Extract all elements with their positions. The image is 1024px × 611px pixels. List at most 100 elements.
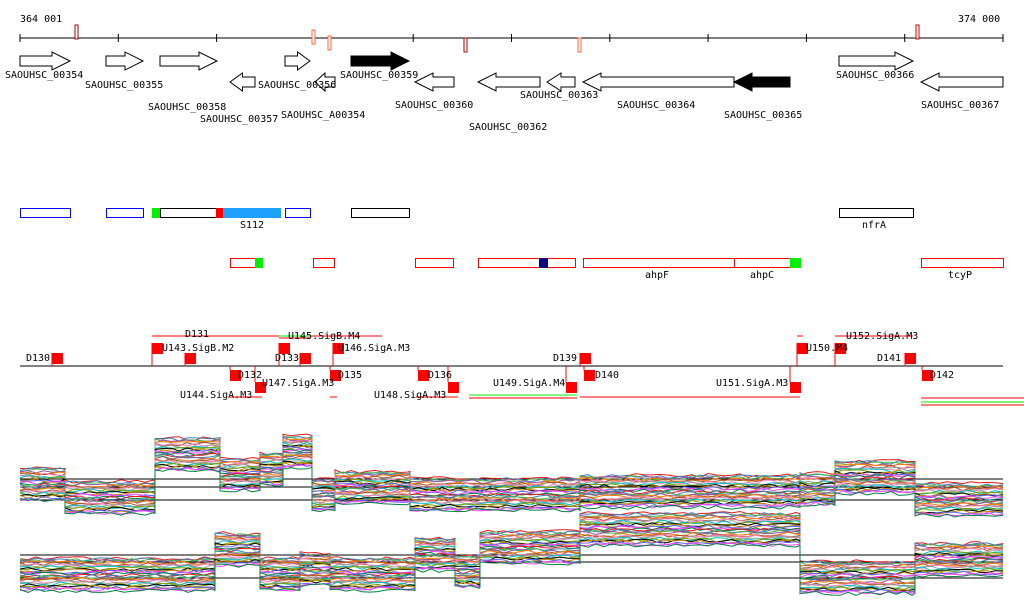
expression-profile — [19, 525, 1004, 579]
site-label: U145.SigB.M4 — [288, 331, 361, 342]
site-label: U151.SigA.M3 — [716, 378, 789, 389]
gene-arrow[interactable] — [476, 72, 541, 92]
feature-box[interactable] — [313, 258, 335, 268]
feature-box[interactable] — [351, 208, 410, 218]
gene-arrow[interactable] — [919, 72, 1004, 92]
feature-box[interactable] — [790, 258, 801, 268]
site-label: U143.SigB.M2 — [162, 343, 235, 354]
gene-label: SAOUHSC_00355 — [85, 80, 164, 91]
expression-profile — [19, 436, 1004, 490]
promoter-flag — [330, 370, 341, 381]
site-label: D142 — [930, 370, 955, 381]
gene-label: SAOUHSC_00365 — [724, 110, 803, 121]
expression-profile — [19, 516, 1004, 570]
site-label: U146.SigA.M3 — [338, 343, 411, 354]
expression-profile — [19, 521, 1004, 574]
expression-profile — [19, 517, 1004, 571]
expression-profile — [19, 531, 1004, 585]
feature-box[interactable] — [285, 208, 311, 218]
snp-marker — [915, 24, 920, 40]
expression-profile — [19, 510, 1004, 564]
gene-label: SAOUHSC_00366 — [836, 70, 915, 81]
gene-arrow[interactable] — [413, 72, 455, 92]
promoter-flag — [418, 370, 429, 381]
feature-label: tcyP — [948, 270, 973, 281]
feature-box[interactable] — [415, 258, 454, 268]
site-label: D131 — [185, 329, 210, 340]
site-label: U152.SigA.M3 — [846, 331, 919, 342]
gene-label: SAOUHSC_A00354 — [281, 110, 366, 121]
site-label: U149.SigA.M4 — [493, 378, 566, 389]
gene-arrow[interactable] — [838, 51, 915, 71]
promoter-flag — [185, 353, 196, 364]
gene-label: SAOUHSC_00367 — [921, 100, 1000, 111]
feature-box[interactable] — [921, 258, 1004, 268]
gene-label: SAOUHSC_00357 — [200, 114, 279, 125]
expression-profile — [19, 448, 1004, 502]
site-label: U150.M4 — [806, 343, 849, 354]
gene-label: SAOUHSC_00358 — [148, 102, 227, 113]
site-label: D139 — [553, 353, 578, 364]
expression-profile — [19, 514, 1004, 567]
gene-arrow[interactable] — [581, 72, 735, 92]
gene-label: SAOUHSC_00363 — [520, 90, 599, 101]
feature-label: ahpF — [645, 270, 670, 281]
gene-label: SAOUHSC_00354 — [5, 70, 84, 81]
snp-marker — [463, 37, 468, 53]
gene-arrow[interactable] — [314, 71, 336, 93]
snp-marker — [327, 35, 332, 51]
promoter-flag — [152, 343, 163, 354]
promoter-flag — [230, 370, 241, 381]
gene-arrow[interactable] — [284, 51, 311, 71]
expression-profile — [19, 538, 1004, 592]
promoter-flag — [448, 382, 459, 393]
promoter-flag — [566, 382, 577, 393]
promoter-flag — [922, 370, 933, 381]
feature-box[interactable] — [152, 208, 161, 218]
feature-box[interactable] — [583, 258, 735, 268]
promoter-flag — [333, 343, 344, 354]
site-label: U148.SigA.M3 — [374, 390, 447, 401]
site-label: D140 — [595, 370, 620, 381]
promoter-flag — [300, 353, 311, 364]
site-label: D141 — [877, 353, 902, 364]
expression-profile — [19, 448, 1004, 500]
promoter-flag — [255, 382, 266, 393]
gene-label: SAOUHSC_00359 — [340, 70, 419, 81]
ruler-start: 364 001 — [20, 14, 63, 25]
expression-profile — [19, 433, 1004, 486]
feature-label: ahpC — [750, 270, 775, 281]
gene-arrow[interactable] — [159, 51, 219, 71]
promoter-flag — [279, 343, 290, 354]
promoter-flag — [580, 353, 591, 364]
gene-arrow[interactable] — [229, 72, 256, 92]
gene-arrow[interactable] — [350, 51, 411, 71]
feature-box[interactable] — [106, 208, 144, 218]
expression-profile — [19, 532, 1004, 586]
gene-label: SAOUHSC_00360 — [395, 100, 474, 111]
gene-label: SAOUHSC_00362 — [469, 122, 548, 133]
expression-profile — [19, 530, 1004, 584]
gene-arrow[interactable] — [19, 51, 72, 71]
expression-profile — [19, 540, 1004, 594]
feature-box[interactable] — [839, 208, 914, 218]
expression-profile — [19, 543, 1004, 596]
snp-marker — [74, 24, 79, 40]
feature-box[interactable] — [539, 258, 548, 268]
feature-box[interactable] — [478, 258, 576, 268]
feature-box[interactable] — [255, 258, 263, 268]
gene-arrow[interactable] — [732, 72, 791, 92]
gene-arrow[interactable] — [105, 51, 145, 71]
feature-box[interactable] — [223, 208, 281, 218]
feature-box[interactable] — [20, 208, 71, 218]
site-label: D136 — [428, 370, 453, 381]
feature-box[interactable] — [216, 208, 224, 218]
feature-box[interactable] — [160, 208, 218, 218]
site-label: D130 — [26, 353, 51, 364]
gene-arrow[interactable] — [546, 72, 576, 92]
site-label: U147.SigA.M3 — [262, 378, 335, 389]
promoter-flag — [905, 353, 916, 364]
feature-label: nfrA — [862, 220, 887, 231]
snp-marker — [311, 29, 316, 45]
ruler-end: 374 000 — [958, 14, 1001, 25]
